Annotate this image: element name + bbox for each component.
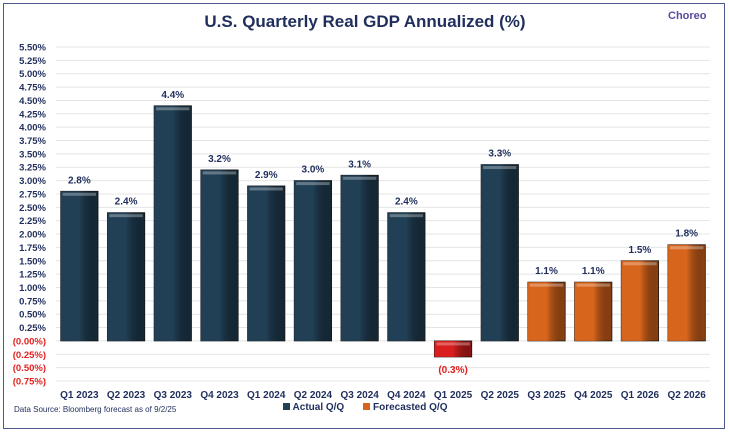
y-tick-label: 0.75% bbox=[19, 296, 46, 307]
bar-shading bbox=[621, 260, 659, 341]
bar-bevel bbox=[529, 283, 564, 287]
y-tick-label: 3.25% bbox=[19, 163, 46, 174]
bar-bevel bbox=[483, 166, 517, 170]
bar-shading bbox=[247, 185, 285, 341]
data-source-note: Data Source: Bloomberg forecast as of 9/… bbox=[14, 405, 177, 414]
x-tick-label: Q4 2024 bbox=[387, 390, 426, 401]
bar-bevel bbox=[623, 262, 657, 266]
data-label: 3.1% bbox=[348, 159, 371, 170]
x-tick-label: Q4 2025 bbox=[574, 390, 613, 401]
legend-swatch-actual bbox=[282, 403, 290, 410]
x-tick-label: Q3 2023 bbox=[154, 390, 193, 401]
data-label: 2.8% bbox=[68, 175, 91, 186]
x-tick-label: Q1 2025 bbox=[434, 390, 473, 401]
x-tick-label: Q2 2025 bbox=[481, 390, 520, 401]
y-tick-label: 3.50% bbox=[19, 149, 46, 160]
y-tick-label: 1.25% bbox=[19, 270, 46, 281]
y-tick-label: 2.00% bbox=[19, 230, 46, 241]
data-label: 3.2% bbox=[208, 154, 231, 165]
data-label: 2.4% bbox=[395, 197, 418, 208]
bar-shading bbox=[667, 244, 706, 341]
y-tick-label: (0.75%) bbox=[13, 377, 46, 388]
y-tick-label: 4.75% bbox=[19, 83, 46, 94]
y-tick-label: 2.50% bbox=[19, 203, 46, 214]
data-label: (0.3%) bbox=[438, 365, 467, 376]
data-label: 3.3% bbox=[488, 149, 511, 160]
y-tick-label: 0.25% bbox=[19, 323, 46, 334]
data-label: 1.1% bbox=[535, 266, 558, 277]
bar-shading bbox=[527, 282, 566, 341]
bar-bevel bbox=[62, 192, 97, 196]
bar-bevel bbox=[296, 182, 330, 186]
y-tick-label: 2.25% bbox=[19, 216, 46, 227]
y-tick-label: 4.50% bbox=[19, 96, 46, 107]
x-tick-label: Q4 2023 bbox=[200, 390, 239, 401]
data-label: 4.4% bbox=[161, 90, 184, 101]
bar-shading bbox=[107, 212, 145, 341]
x-tick-label: Q2 2026 bbox=[667, 390, 706, 401]
brand-logo: Choreo bbox=[668, 10, 707, 22]
bar-bevel bbox=[576, 283, 610, 287]
bar-bevel bbox=[249, 187, 283, 191]
legend: Actual Q/Q Forecasted Q/Q bbox=[0, 402, 730, 413]
bar-bevel bbox=[669, 246, 704, 250]
x-tick-label: Q3 2024 bbox=[340, 390, 379, 401]
bar-bevel bbox=[202, 171, 237, 175]
bar-bevel bbox=[109, 214, 143, 218]
y-tick-label: 1.50% bbox=[19, 256, 46, 267]
y-tick-label: 1.00% bbox=[19, 283, 46, 294]
x-tick-label: Q1 2024 bbox=[247, 390, 286, 401]
bar-bevel bbox=[156, 107, 190, 111]
data-label: 2.9% bbox=[255, 170, 278, 181]
bar-bevel bbox=[389, 214, 424, 218]
bar-shading bbox=[574, 282, 612, 341]
data-labels: 2.8% 2.4% 4.4% 3.2% 2.9% 3.0% 3.1% 2.4% (0.3%) 3.… bbox=[68, 90, 698, 376]
x-tick-label: Q1 2023 bbox=[60, 390, 99, 401]
x-tick-label: Q3 2025 bbox=[527, 390, 566, 401]
y-tick-label: 3.00% bbox=[19, 176, 46, 187]
data-label: 1.1% bbox=[582, 266, 605, 277]
legend-item-forecast[interactable]: Forecasted Q/Q bbox=[363, 402, 447, 413]
legend-swatch-forecast bbox=[363, 403, 370, 410]
data-label: 1.5% bbox=[629, 245, 652, 256]
y-tick-label: 4.00% bbox=[19, 123, 46, 134]
y-tick-label: 2.75% bbox=[19, 189, 46, 200]
y-tick-label: (0.00%) bbox=[13, 336, 46, 347]
legend-item-actual[interactable]: Actual Q/Q bbox=[282, 402, 345, 413]
y-tick-label: 5.00% bbox=[19, 69, 46, 80]
y-axis-ticks: 5.50% 5.25% 5.00% 4.75% 4.50% 4.25% 4.00% 3.75%… bbox=[13, 43, 47, 388]
y-tick-label: (0.25%) bbox=[13, 350, 46, 361]
bar-shading bbox=[200, 169, 239, 341]
legend-label-forecast: Forecasted Q/Q bbox=[373, 402, 448, 413]
y-tick-label: (0.50%) bbox=[13, 363, 46, 374]
bar-shading bbox=[294, 180, 332, 341]
bar-shading bbox=[481, 164, 519, 341]
y-tick-label: 3.75% bbox=[19, 136, 46, 147]
bar-shading bbox=[387, 212, 426, 341]
bars bbox=[60, 105, 706, 358]
y-tick-label: 5.25% bbox=[19, 56, 46, 67]
y-tick-label: 1.75% bbox=[19, 243, 46, 254]
y-tick-label: 5.50% bbox=[19, 43, 46, 54]
data-label: 2.4% bbox=[115, 197, 138, 208]
x-axis-ticks: Q1 2023 Q2 2023 Q3 2023 Q4 2023 Q1 2024 Q2 20… bbox=[60, 390, 706, 401]
bar-shading bbox=[154, 105, 192, 341]
x-tick-label: Q2 2023 bbox=[107, 390, 146, 401]
data-label: 1.8% bbox=[675, 229, 698, 240]
bar-bevel bbox=[436, 342, 470, 346]
bar-shading bbox=[434, 340, 472, 357]
x-tick-label: Q2 2024 bbox=[294, 390, 333, 401]
bar-shading bbox=[340, 175, 379, 341]
bar-bevel bbox=[342, 176, 377, 180]
chart-title: U.S. Quarterly Real GDP Annualized (%) bbox=[204, 12, 526, 31]
x-tick-label: Q1 2026 bbox=[621, 390, 660, 401]
y-tick-label: 0.50% bbox=[19, 310, 46, 321]
data-label: 3.0% bbox=[302, 165, 325, 176]
y-tick-label: 4.25% bbox=[19, 109, 46, 120]
bar-shading bbox=[60, 191, 99, 341]
legend-label-actual: Actual Q/Q bbox=[292, 402, 345, 413]
